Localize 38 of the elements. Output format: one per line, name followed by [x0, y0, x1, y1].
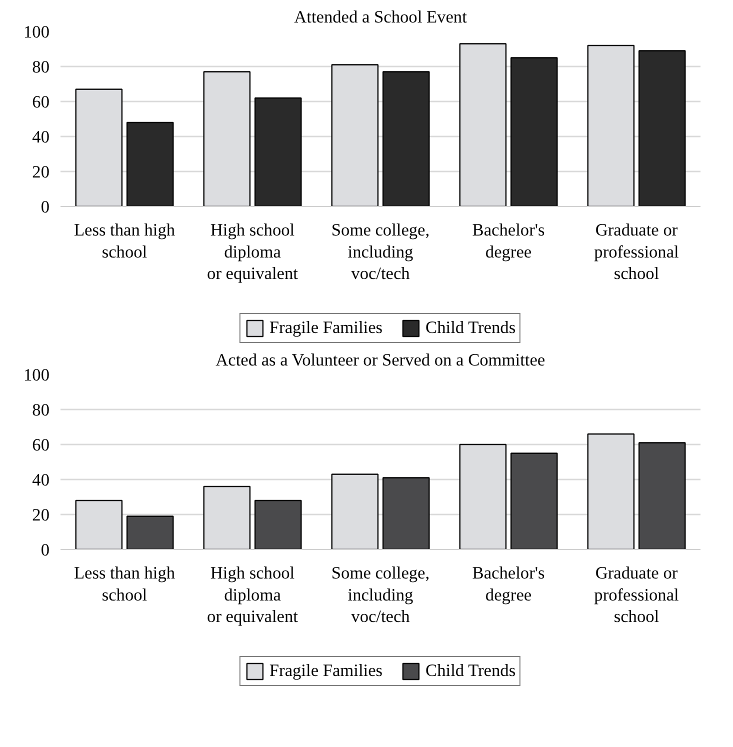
bar — [510, 57, 558, 206]
y-tick-label: 100 — [24, 22, 50, 42]
y-tick-label: 0 — [40, 198, 50, 216]
legend-label: Child Trends — [426, 318, 516, 338]
x-tick-label: Bachelor's degree — [472, 220, 545, 262]
x-tick-label: Less than high school — [74, 564, 176, 604]
y-tick-label: 100 — [24, 366, 50, 384]
bar — [254, 500, 302, 550]
bar — [126, 516, 174, 550]
bar — [254, 97, 302, 206]
y-tick-label: 20 — [32, 506, 50, 524]
legend-label: Fragile Families — [269, 318, 383, 338]
legend-label: Child Trends — [426, 661, 516, 681]
y-tick-label: 40 — [32, 470, 50, 490]
bar — [638, 50, 686, 206]
y-tick-label: 0 — [40, 540, 50, 560]
x-tick-label: Less than high school — [74, 220, 176, 262]
y-tick-label: 20 — [32, 162, 50, 182]
x-tick-label: Some college, including voc/tech — [331, 564, 430, 626]
chart-title: Acted as a Volunteer or Served on a Committee — [216, 350, 546, 370]
y-tick-label: 60 — [32, 92, 50, 112]
chart-title: Attended a School Event — [294, 8, 468, 26]
x-tick-label: Graduate or professional school — [594, 220, 680, 284]
x-tick-label: High school diploma or equivalent — [207, 220, 298, 284]
bar — [382, 477, 430, 550]
y-tick-label: 80 — [32, 58, 50, 76]
bar — [510, 452, 558, 550]
y-tick-label: 80 — [32, 400, 50, 420]
y-tick-label: 60 — [32, 436, 50, 454]
x-tick-label: Graduate or professional school — [594, 564, 680, 626]
x-tick-label: Bachelor's degree — [472, 564, 545, 604]
bar — [126, 122, 174, 206]
y-tick-label: 40 — [32, 128, 50, 146]
x-tick-label: Some college, including voc/tech — [331, 220, 430, 284]
bar — [638, 442, 686, 550]
legend-label: Fragile Families — [269, 661, 383, 681]
x-tick-label: High school diploma or equivalent — [207, 564, 298, 626]
bar — [382, 71, 430, 206]
